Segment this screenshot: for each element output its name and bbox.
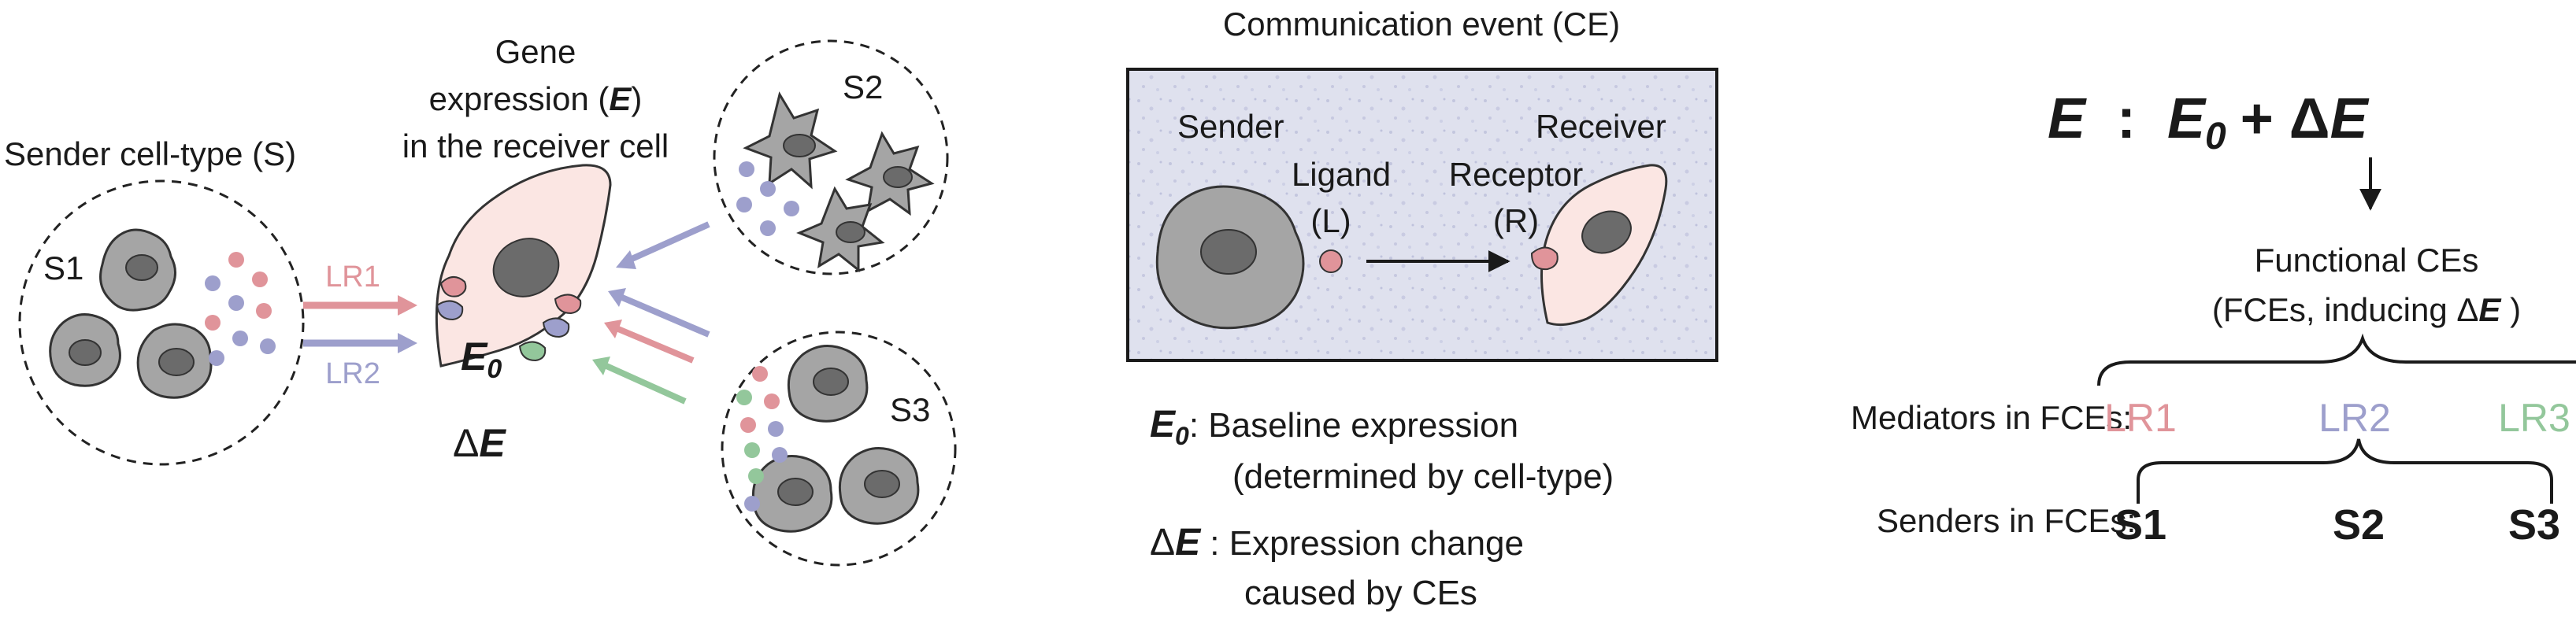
mediator-lr2: LR2 xyxy=(2318,396,2391,440)
nucleus xyxy=(777,478,814,506)
ce-receiver-label: Receiver xyxy=(1536,108,1666,145)
ligand-dots xyxy=(736,366,788,512)
def-delta-e-line2: caused by CEs xyxy=(1244,574,1477,612)
nucleus xyxy=(883,166,913,188)
fce-line2: (FCEs, inducing ΔE ) xyxy=(2212,291,2521,328)
lr2-label: LR2 xyxy=(325,357,380,390)
sender-s3: S3 xyxy=(2508,501,2560,549)
gene-expression-line1: Gene xyxy=(495,33,576,70)
ce-ligand-abbr: (L) xyxy=(1310,202,1351,239)
ce-sender-label: Sender xyxy=(1177,108,1284,145)
ce-receptor-label: Receptor xyxy=(1449,156,1583,193)
lr1-label: LR1 xyxy=(325,260,380,294)
def-delta-e: ΔE : Expression change xyxy=(1150,522,1524,563)
sender-group-s1: S1 xyxy=(18,179,305,466)
receptors xyxy=(436,276,582,362)
equation: E: E0 + ΔE xyxy=(2048,87,2370,157)
nucleus xyxy=(69,339,102,366)
s3-boundary xyxy=(721,331,957,567)
fce-line1: Functional CEs xyxy=(2255,242,2479,279)
sender-group-s2: S2 xyxy=(713,39,949,275)
senders-label: Senders in FCEs: xyxy=(1877,502,2136,539)
senders-brace xyxy=(2137,438,2553,504)
nucleus xyxy=(783,134,816,157)
s2-arrowhead xyxy=(616,250,636,269)
gene-expression-line3: in the receiver cell xyxy=(402,127,669,164)
mediator-lr1: LR1 xyxy=(2104,396,2177,440)
s1-label: S1 xyxy=(43,249,83,286)
nucleus xyxy=(813,368,849,396)
def-e0: E0: Baseline expression xyxy=(1150,404,1518,450)
nucleus xyxy=(158,348,195,376)
mediators-label: Mediators in FCEs: xyxy=(1851,399,2132,436)
fce-brace xyxy=(2097,333,2576,386)
s3-arrowhead xyxy=(604,320,622,338)
sender-celltype-title: Sender cell-type (S) xyxy=(4,135,296,172)
ce-receptor-abbr: (R) xyxy=(1493,202,1539,239)
lr2-arrowhead xyxy=(398,333,417,353)
receiver-nucleus xyxy=(492,238,560,297)
ce-ligand-dot xyxy=(1319,249,1343,273)
s2-label: S2 xyxy=(843,68,883,105)
gene-expression-line2: expression (E) xyxy=(429,80,643,117)
ce-ligand-label: Ligand xyxy=(1292,156,1391,193)
mediator-lr3: LR3 xyxy=(2498,396,2570,440)
ce-title: Communication event (CE) xyxy=(1223,6,1620,42)
ce-receiver-nucleus xyxy=(1581,210,1632,254)
s3-lr1-arrow xyxy=(617,326,695,364)
ligand-dots xyxy=(205,252,276,366)
lr1-arrowhead xyxy=(398,295,417,316)
s3-lr3-arrow xyxy=(605,363,687,405)
nucleus xyxy=(836,221,865,243)
s3-arrowhead xyxy=(608,288,626,307)
sender-s2: S2 xyxy=(2333,501,2385,549)
nucleus xyxy=(864,470,900,498)
delta-e-label: ΔE xyxy=(453,421,506,465)
ce-sender-nucleus xyxy=(1200,229,1257,275)
ce-receptor-icon xyxy=(1530,246,1559,271)
s3-lr2-arrow xyxy=(621,294,710,338)
e0-label: E0 xyxy=(461,334,502,384)
def-e0-line2: (determined by cell-type) xyxy=(1232,457,1614,496)
ligand-dots xyxy=(736,161,799,236)
sender-s1: S1 xyxy=(2115,501,2166,549)
receiver-cell: E0 xyxy=(435,164,612,384)
sender-group-s3: S3 xyxy=(721,331,957,567)
s1-boundary xyxy=(18,179,305,466)
s2-lr2-arrow xyxy=(628,221,710,263)
s3-arrowhead xyxy=(592,357,610,375)
nucleus xyxy=(125,254,158,281)
left-panel: Sender cell-type (S) Gene expression (E)… xyxy=(4,33,957,567)
right-panel: E: E0 + ΔE Functional CEs (FCEs, inducing … xyxy=(1851,87,2576,549)
s2-boundary xyxy=(713,39,949,275)
middle-panel: Communication event (CE) Sender Receiver… xyxy=(1126,6,1718,612)
s3-label: S3 xyxy=(890,391,930,428)
